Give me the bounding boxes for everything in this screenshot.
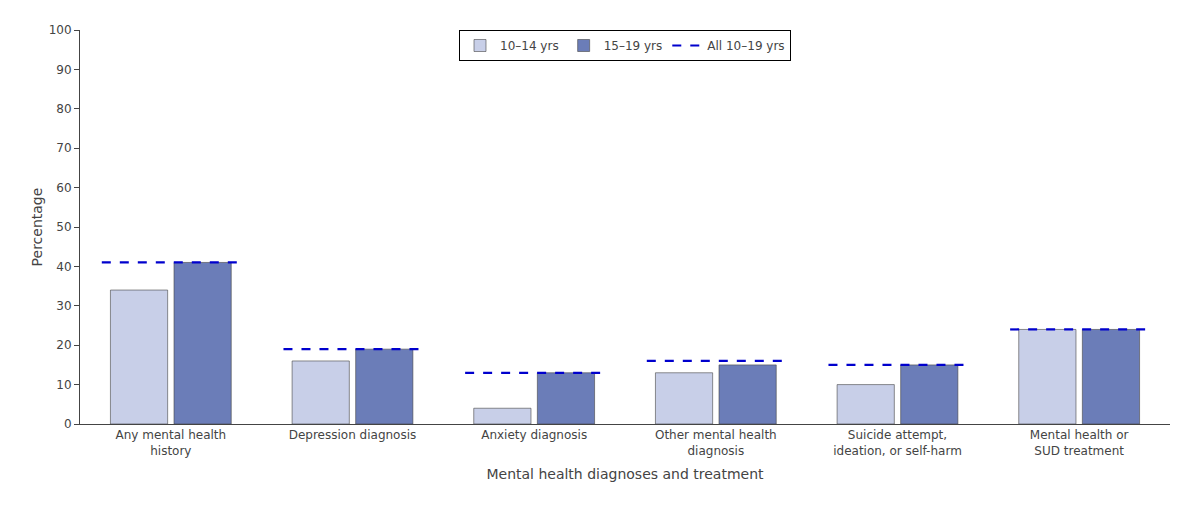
svg-text:Anxiety diagnosis: Anxiety diagnosis	[481, 428, 587, 442]
svg-text:50: 50	[56, 220, 71, 234]
svg-text:Depression diagnosis: Depression diagnosis	[289, 428, 417, 442]
svg-text:15–19 yrs: 15–19 yrs	[604, 39, 663, 53]
svg-text:40: 40	[56, 260, 71, 274]
svg-text:80: 80	[56, 102, 71, 116]
svg-text:Mental health diagnoses and tr: Mental health diagnoses and treatment	[486, 466, 764, 482]
svg-text:10–14 yrs: 10–14 yrs	[500, 39, 559, 53]
svg-text:100: 100	[49, 23, 72, 37]
svg-text:20: 20	[56, 338, 71, 352]
svg-text:Any mental healthhistory: Any mental healthhistory	[116, 428, 227, 458]
svg-text:0: 0	[64, 417, 72, 431]
svg-text:Suicide attempt,ideation, or s: Suicide attempt,ideation, or self-harm	[833, 428, 962, 458]
svg-text:90: 90	[56, 63, 71, 77]
svg-text:10: 10	[56, 378, 71, 392]
svg-text:60: 60	[56, 181, 71, 195]
svg-text:Mental health orSUD treatment: Mental health orSUD treatment	[1030, 428, 1129, 458]
svg-text:All 10–19 yrs: All 10–19 yrs	[707, 39, 784, 53]
svg-text:Other mental healthdiagnosis: Other mental healthdiagnosis	[655, 428, 777, 458]
svg-text:70: 70	[56, 141, 71, 155]
svg-text:Percentage: Percentage	[29, 188, 45, 267]
svg-text:30: 30	[56, 299, 71, 313]
